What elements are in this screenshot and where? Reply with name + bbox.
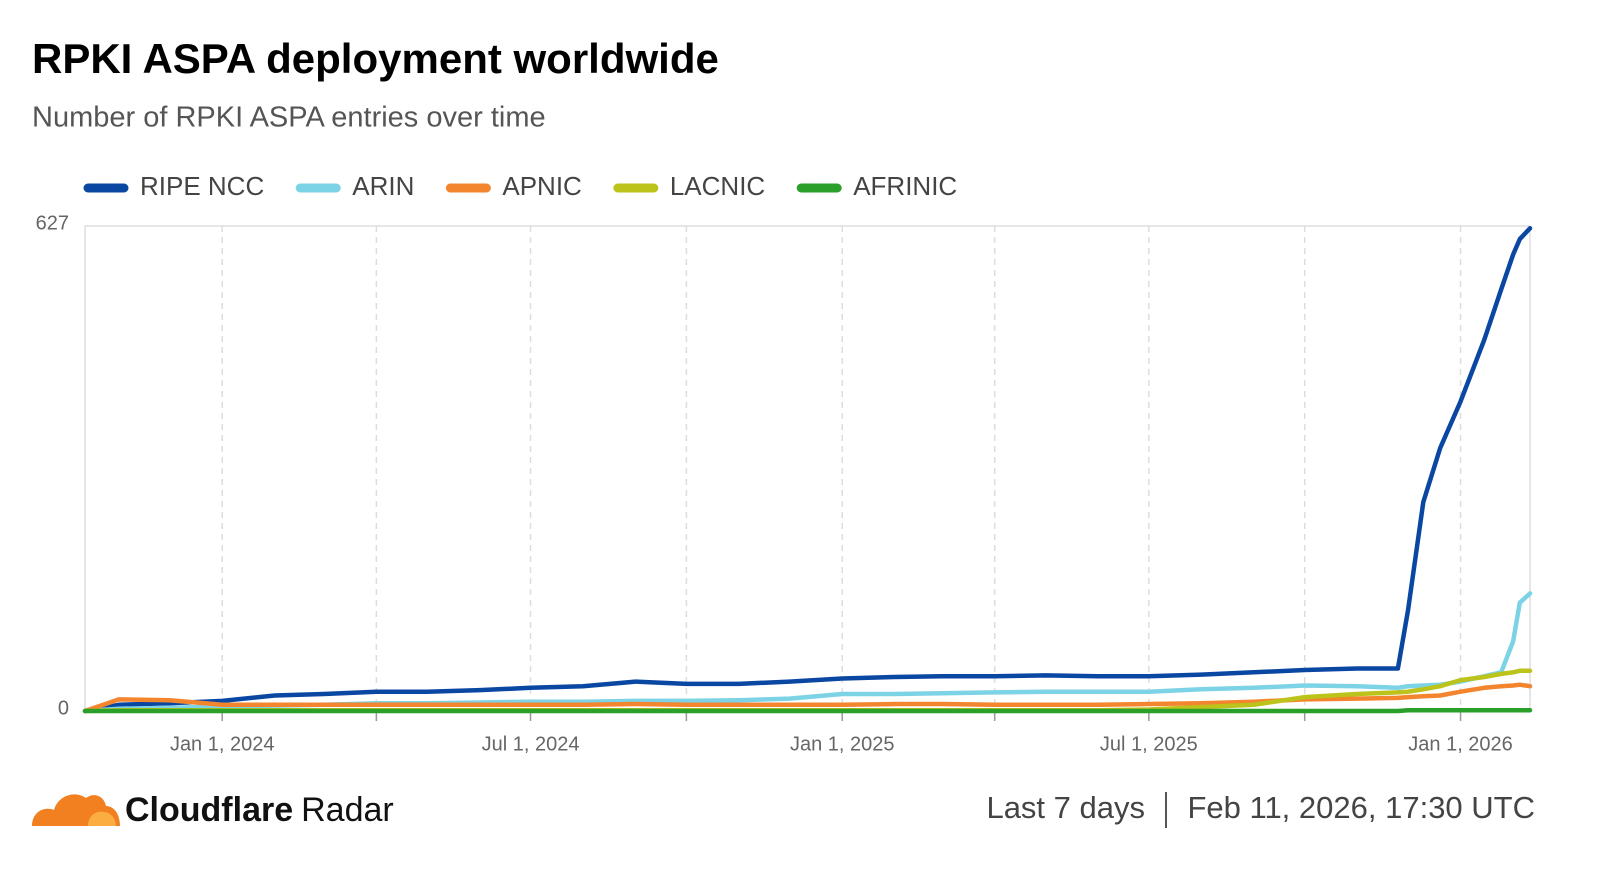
legend: RIPE NCC ARIN APNIC LACNIC AFRINIC	[83, 171, 957, 201]
x-tick-label: Jan 1, 2026	[1408, 733, 1513, 755]
series-line	[82, 226, 1533, 714]
brand-name: Cloudflare	[125, 791, 293, 829]
logo-cloud	[88, 811, 116, 826]
legend-label: LACNIC	[670, 171, 765, 201]
brand-product: Radar	[301, 791, 394, 829]
x-tick-label: Jan 1, 2025	[790, 733, 895, 755]
series-line	[82, 707, 1533, 714]
legend-label: AFRINIC	[853, 171, 957, 201]
legend-label: RIPE NCC	[140, 171, 264, 201]
timestamp: Feb 11, 2026, 17:30 UTC	[1187, 790, 1535, 825]
legend-label: ARIN	[352, 171, 414, 201]
x-tick-label: Jul 1, 2024	[482, 733, 580, 755]
chart-title: RPKI ASPA deployment worldwide	[32, 35, 719, 82]
legend-label: APNIC	[502, 171, 581, 201]
footer-logo	[32, 794, 120, 826]
plot-area: Jan 1, 2024 Jul 1, 2024 Jan 1, 2025 Jul 1, …	[36, 212, 1533, 755]
series-line	[82, 682, 1533, 714]
x-tick-label: Jul 1, 2025	[1100, 733, 1198, 755]
time-range: Last 7 days	[986, 790, 1145, 825]
x-tick-label: Jan 1, 2024	[170, 733, 275, 755]
y-tick-label: 627	[36, 212, 69, 234]
y-tick-label: 0	[58, 697, 69, 719]
chart-subtitle: Number of RPKI ASPA entries over time	[32, 102, 546, 134]
